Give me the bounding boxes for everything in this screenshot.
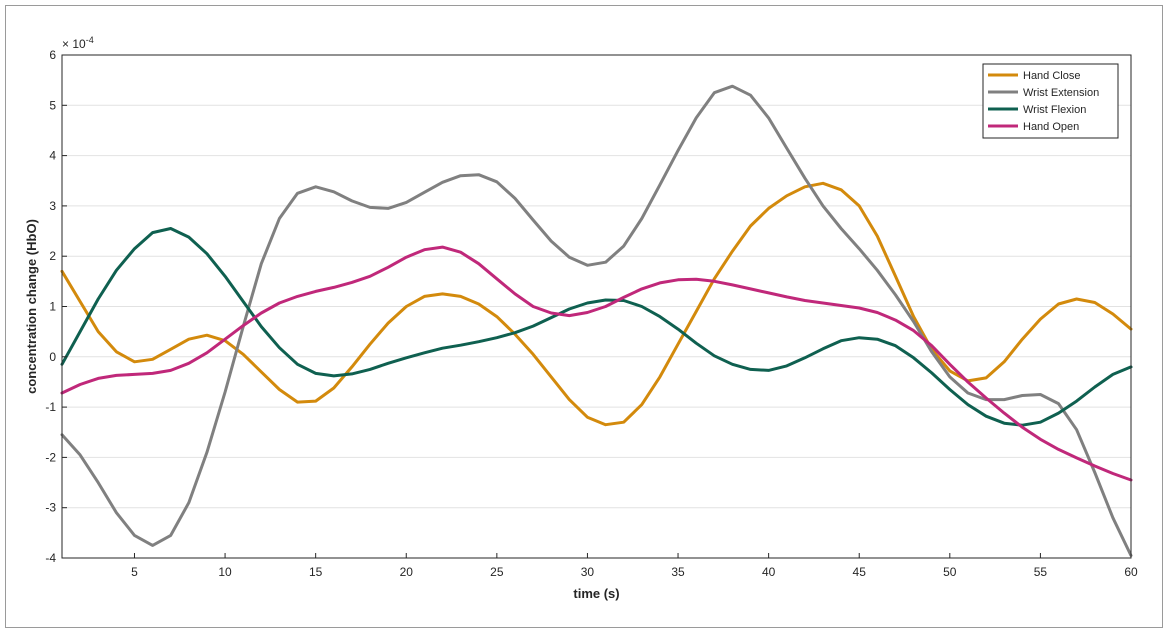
chart-frame: [5, 5, 1163, 628]
x-tick-label: 25: [490, 565, 504, 579]
y-tick-label: 4: [49, 149, 56, 163]
legend-entry: Hand Open: [1023, 121, 1079, 133]
y-tick-label: 2: [49, 249, 56, 263]
x-tick-label: 60: [1124, 565, 1138, 579]
y-tick-label: -1: [45, 400, 56, 414]
x-tick-label: 10: [218, 565, 232, 579]
x-tick-label: 40: [762, 565, 776, 579]
legend-entry: Hand Close: [1023, 70, 1080, 82]
x-tick-label: 20: [400, 565, 414, 579]
x-tick-label: 5: [131, 565, 138, 579]
x-tick-label: 35: [671, 565, 685, 579]
y-tick-label: -4: [45, 551, 56, 565]
y-tick-label: 3: [49, 199, 56, 213]
y-axis-title: concentration change (HbO): [24, 219, 39, 394]
y-tick-label: 6: [49, 48, 56, 62]
y-tick-label: -3: [45, 501, 56, 515]
series-line-hand-open: [60, 245, 1133, 482]
y-tick-label: 0: [49, 350, 56, 364]
y-tick-label: 1: [49, 300, 56, 314]
x-tick-label: 45: [853, 565, 867, 579]
y-tick-label: -2: [45, 450, 56, 464]
legend: Hand Close Wrist Extension Wrist Flexion Ha…: [982, 63, 1119, 139]
series-line-wrist-flexion: [60, 227, 1133, 427]
legend-entry: Wrist Extension: [1023, 87, 1099, 99]
series-line-hand-close: [60, 181, 1133, 427]
x-tick-label: 55: [1034, 565, 1048, 579]
grid-lines: [62, 54, 1131, 559]
y-axis-exponent-label: × 10-4: [62, 35, 94, 51]
legend-entry: Wrist Flexion: [1023, 104, 1086, 116]
series-lines: [60, 84, 1133, 557]
series-line-wrist-extension: [60, 84, 1133, 557]
x-tick-label: 50: [943, 565, 957, 579]
x-tick-label: 30: [581, 565, 595, 579]
y-tick-label: 5: [49, 98, 56, 112]
x-axis-title: time (s): [573, 586, 619, 601]
x-tick-label: 15: [309, 565, 323, 579]
